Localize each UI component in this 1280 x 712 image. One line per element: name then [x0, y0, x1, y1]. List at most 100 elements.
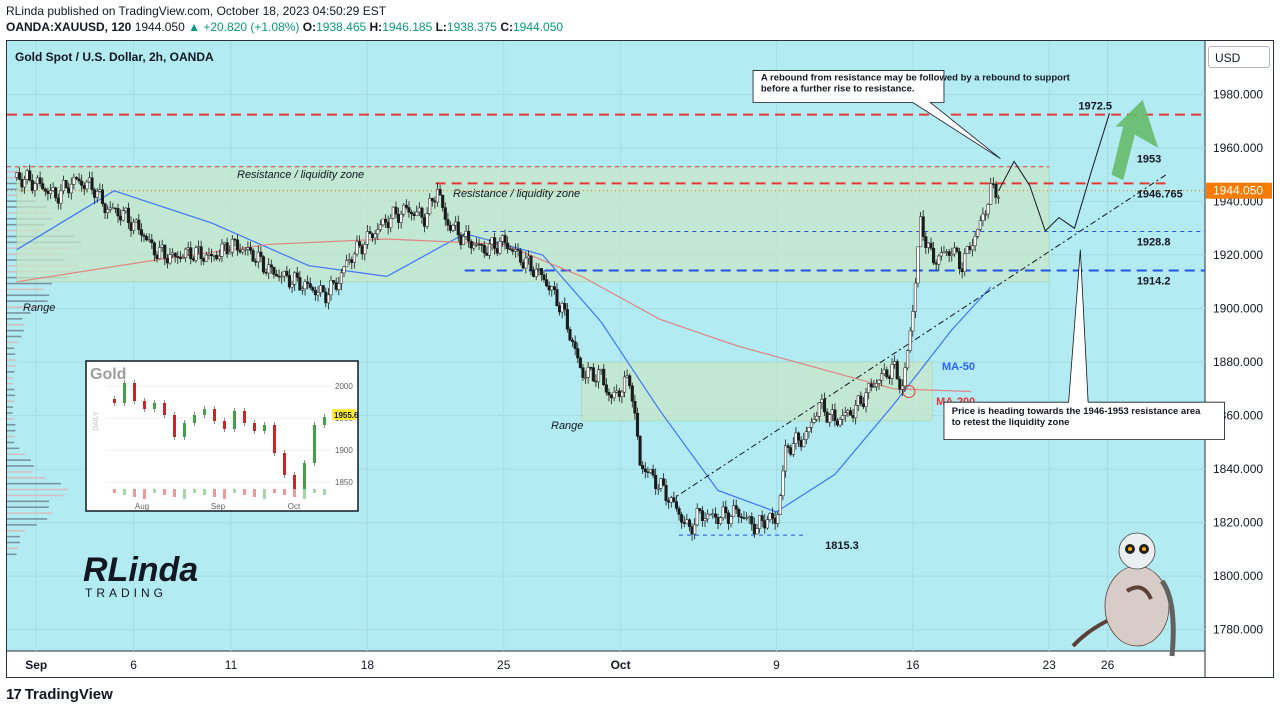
inset-volume	[323, 489, 326, 495]
candle	[872, 380, 876, 388]
candle-body	[942, 251, 946, 254]
zone-label-range-2: Range	[551, 420, 583, 432]
candle	[295, 266, 299, 282]
candle-body	[817, 402, 821, 417]
candle-body	[796, 432, 801, 441]
candle	[539, 268, 543, 281]
candle	[919, 211, 923, 248]
candle-body	[246, 247, 250, 250]
candle	[661, 473, 666, 487]
candle-body	[932, 248, 936, 264]
inset-candle	[283, 453, 286, 475]
candle-body	[976, 228, 980, 237]
candle	[168, 247, 172, 265]
candle-body	[256, 251, 260, 262]
zone-label-range-1: Range	[23, 302, 55, 314]
candle-body	[248, 247, 253, 251]
candle-body	[682, 522, 686, 524]
candle	[95, 188, 99, 203]
candle-body	[835, 420, 840, 426]
y-tick-label: 1820.000	[1213, 516, 1263, 530]
candle	[911, 304, 915, 337]
inset-volume	[133, 489, 136, 497]
candle	[913, 277, 917, 319]
symbol[interactable]: OANDA:XAUUSD, 120	[6, 20, 132, 34]
volume-profile-bar	[7, 435, 15, 438]
candle	[635, 407, 640, 440]
tradingview-logo-text: TradingView	[24, 686, 113, 703]
candle	[706, 509, 710, 523]
candle-body	[225, 242, 229, 255]
currency-button[interactable]: USD	[1208, 46, 1270, 68]
candle-body	[776, 514, 780, 524]
candle	[415, 205, 419, 217]
inset-volume	[273, 489, 276, 493]
candle-body	[900, 385, 904, 390]
volume-profile-bar	[7, 312, 31, 314]
candle	[695, 503, 699, 527]
candle	[150, 233, 154, 249]
chart-frame[interactable]: 1780.000 1800.000 1820.000 1840.000 1860.000…	[6, 40, 1274, 678]
candle-body	[274, 274, 279, 277]
candle	[739, 513, 743, 524]
candle-body	[48, 190, 53, 194]
candle-body	[656, 488, 660, 490]
candle	[145, 233, 149, 242]
candle-body	[487, 243, 491, 256]
candle-body	[326, 294, 330, 304]
inset-last-label: 1955.6	[334, 411, 359, 420]
candle-body	[280, 275, 284, 278]
candle	[184, 247, 188, 263]
candle	[578, 356, 582, 369]
candle-body	[667, 500, 671, 503]
candle	[435, 182, 440, 207]
volume-profile-bar	[7, 394, 16, 397]
zone-box	[16, 166, 1050, 283]
candle-body	[617, 390, 621, 397]
candle-body	[443, 207, 447, 220]
candle	[461, 233, 466, 246]
candle-body	[311, 287, 315, 291]
candle-body	[402, 204, 406, 215]
inset-candle	[273, 425, 276, 453]
candle	[280, 271, 284, 284]
candle	[220, 239, 224, 263]
candle	[867, 383, 871, 400]
candle	[306, 275, 310, 290]
candle	[924, 232, 928, 255]
candle	[786, 443, 790, 454]
inset-candle	[193, 415, 196, 423]
candle-body	[589, 367, 593, 369]
candle-body	[272, 266, 276, 275]
candle	[771, 507, 775, 525]
candle-body	[625, 375, 629, 378]
inset-volume	[153, 489, 156, 493]
candle-body	[560, 303, 564, 313]
volume-profile-bar	[7, 294, 50, 297]
candle-body	[716, 517, 720, 524]
candle	[664, 478, 668, 506]
volume-profile-bar	[7, 282, 53, 285]
x-tick-label: 11	[225, 658, 238, 672]
candle-body	[991, 183, 995, 185]
candle	[854, 399, 858, 425]
candle	[781, 464, 785, 501]
candle	[643, 462, 647, 479]
candle-body	[350, 259, 354, 263]
candle-body	[456, 221, 460, 236]
chart-canvas[interactable]: 1780.000 1800.000 1820.000 1840.000 1860.000…	[7, 41, 1273, 677]
candle-body	[394, 206, 398, 215]
candle-body	[519, 250, 523, 263]
candle-body	[103, 203, 107, 213]
inset-volume	[173, 489, 176, 497]
candle	[378, 219, 382, 233]
candle	[807, 426, 811, 439]
candle-body	[809, 422, 814, 428]
candle-body	[111, 207, 115, 210]
tradingview-logo[interactable]: 17 TradingView	[6, 686, 113, 703]
inset-candle	[253, 423, 256, 431]
candle-body	[345, 260, 349, 268]
candle-body	[732, 505, 736, 517]
candle-body	[98, 189, 102, 192]
candle-body	[947, 251, 951, 256]
